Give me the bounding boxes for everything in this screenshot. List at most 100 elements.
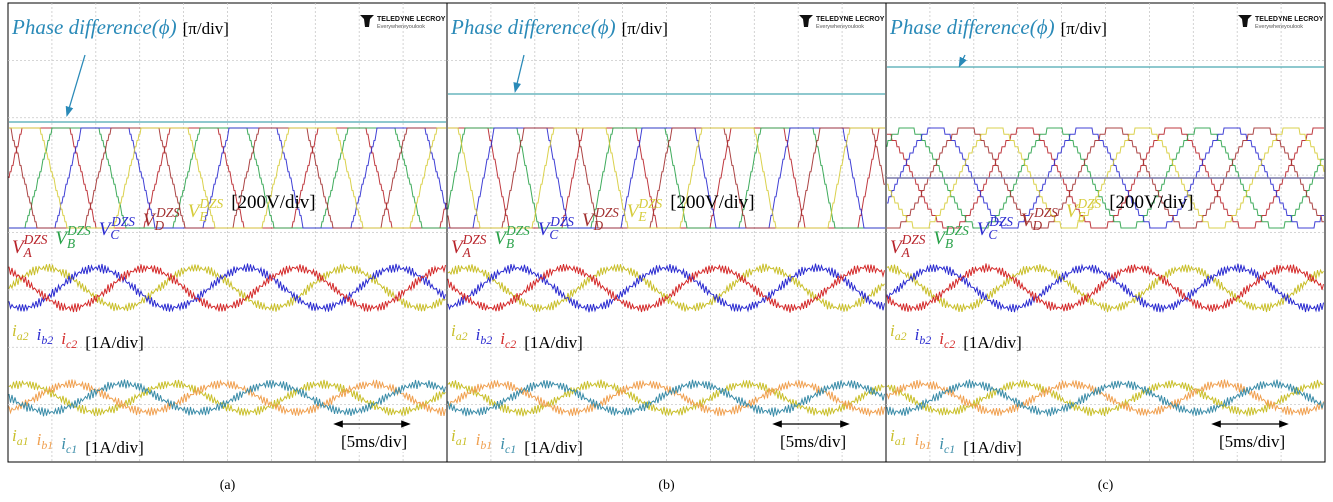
unit-label: [1A/div] — [524, 438, 583, 457]
label-sup: DZS — [199, 196, 224, 211]
voltage-trace — [9, 127, 446, 229]
label-base: i — [12, 321, 17, 340]
time-scale-box — [777, 430, 863, 452]
trace-label-row: ia1 ib1 ic1 [1A/div] — [451, 426, 583, 457]
current-trace — [8, 379, 446, 417]
current-trace — [447, 379, 885, 418]
phase-label-text: Phase difference(ϕ) — [11, 15, 177, 39]
current-trace — [8, 379, 446, 417]
voltage-trace — [448, 127, 885, 229]
label-sub: A — [901, 245, 911, 260]
label-base: V — [188, 201, 202, 222]
phase-arrow — [958, 54, 967, 68]
label-sub: a1 — [456, 434, 468, 448]
trace-label-row: ia2 ib2 ic2 [1A/div] — [890, 321, 1022, 352]
unit-label: [1A/div] — [85, 333, 144, 352]
time-scale: [5ms/div] — [1219, 432, 1285, 451]
label-base: i — [915, 430, 920, 449]
scope-panel: Phase difference(ϕ) [π/div] TELEDYNE LECRO… — [446, 2, 887, 493]
label-sub: b2 — [480, 333, 492, 347]
label-sup: DZS — [110, 214, 135, 229]
time-scale: [5ms/div] — [341, 432, 407, 451]
label-sub: C — [988, 227, 997, 242]
label-sub: c1 — [944, 442, 955, 456]
current-trace — [447, 263, 885, 313]
label-base: i — [61, 329, 66, 348]
current-trace — [886, 263, 1324, 313]
label-sub: b1 — [919, 438, 931, 452]
label-sub: D — [154, 218, 165, 233]
label-sub: D — [593, 218, 604, 233]
label-sub: E — [1076, 209, 1085, 224]
label-base: V — [494, 228, 508, 249]
scope-panel: Phase difference(ϕ) [π/div] TELEDYNE LECRO… — [885, 2, 1326, 493]
trace-label-row: VADZS VBDZS VCDZS VDDZS VEDZS [200V/div] — [451, 192, 755, 260]
brand-tagline: Everywhereyoulook — [1255, 24, 1303, 30]
label-sub: c2 — [944, 337, 955, 351]
label-base: V — [1021, 210, 1035, 231]
current-trace — [8, 263, 446, 313]
current-trace — [886, 263, 1324, 313]
time-scale-box — [338, 430, 424, 452]
label-sub: A — [23, 245, 33, 260]
voltage-trace — [887, 127, 1324, 229]
brand-name: TELEDYNE LECROY — [377, 16, 446, 23]
voltage-trace — [886, 127, 1324, 229]
label-sup: DZS — [505, 223, 530, 238]
label-sub: E — [637, 209, 646, 224]
trace-label-row: VADZS VBDZS VCDZS VDDZS VEDZS [200V/div] — [890, 192, 1194, 260]
label-base: i — [476, 325, 481, 344]
phase-arrow — [65, 54, 86, 117]
label-sup: DZS — [462, 232, 487, 247]
unit-label: [200V/div] — [1109, 192, 1193, 213]
label-base: i — [476, 430, 481, 449]
brand-logo — [1238, 15, 1252, 27]
label-sub: a2 — [895, 329, 907, 343]
label-sup: DZS — [638, 196, 663, 211]
current-trace — [886, 264, 1324, 313]
label-sub: C — [549, 227, 558, 242]
voltage-trace — [887, 127, 1324, 229]
brand-name: TELEDYNE LECROY — [816, 16, 885, 23]
label-sup: DZS — [155, 205, 180, 220]
label-base: i — [37, 325, 42, 344]
trace-label-row: ia2 ib2 ic2 [1A/div] — [451, 321, 583, 352]
brand-name: TELEDYNE LECROY — [1255, 16, 1324, 23]
label-sup: DZS — [988, 214, 1013, 229]
label-sub: a1 — [895, 434, 907, 448]
label-sup: DZS — [1077, 196, 1102, 211]
label-base: i — [890, 426, 895, 445]
current-trace — [8, 264, 446, 313]
label-base: V — [143, 210, 157, 231]
brand-logo — [799, 15, 813, 27]
current-trace — [886, 379, 1324, 417]
label-base: i — [12, 426, 17, 445]
brand-tagline: Everywhereyoulook — [816, 24, 864, 30]
label-sup: DZS — [549, 214, 574, 229]
label-base: V — [451, 237, 465, 258]
voltage-trace — [447, 127, 885, 229]
label-base: V — [12, 237, 26, 258]
phase-label-unit: [π/div] — [1061, 19, 1107, 38]
label-base: V — [627, 201, 641, 222]
label-base: i — [451, 321, 456, 340]
label-sub: c2 — [66, 337, 77, 351]
label-sub: B — [506, 236, 514, 251]
label-sub: c1 — [505, 442, 516, 456]
label-base: i — [500, 434, 505, 453]
phase-label-unit: [π/div] — [183, 19, 229, 38]
label-base: i — [37, 430, 42, 449]
current-trace — [447, 263, 885, 313]
label-base: V — [582, 210, 596, 231]
label-base: i — [451, 426, 456, 445]
unit-label: [1A/div] — [524, 333, 583, 352]
label-base: V — [55, 228, 69, 249]
current-trace — [447, 379, 885, 417]
panel-caption: (a) — [220, 478, 236, 493]
label-sub: c1 — [66, 442, 77, 456]
unit-label: [1A/div] — [963, 438, 1022, 457]
label-base: V — [538, 219, 552, 240]
phase-label-unit: [π/div] — [622, 19, 668, 38]
